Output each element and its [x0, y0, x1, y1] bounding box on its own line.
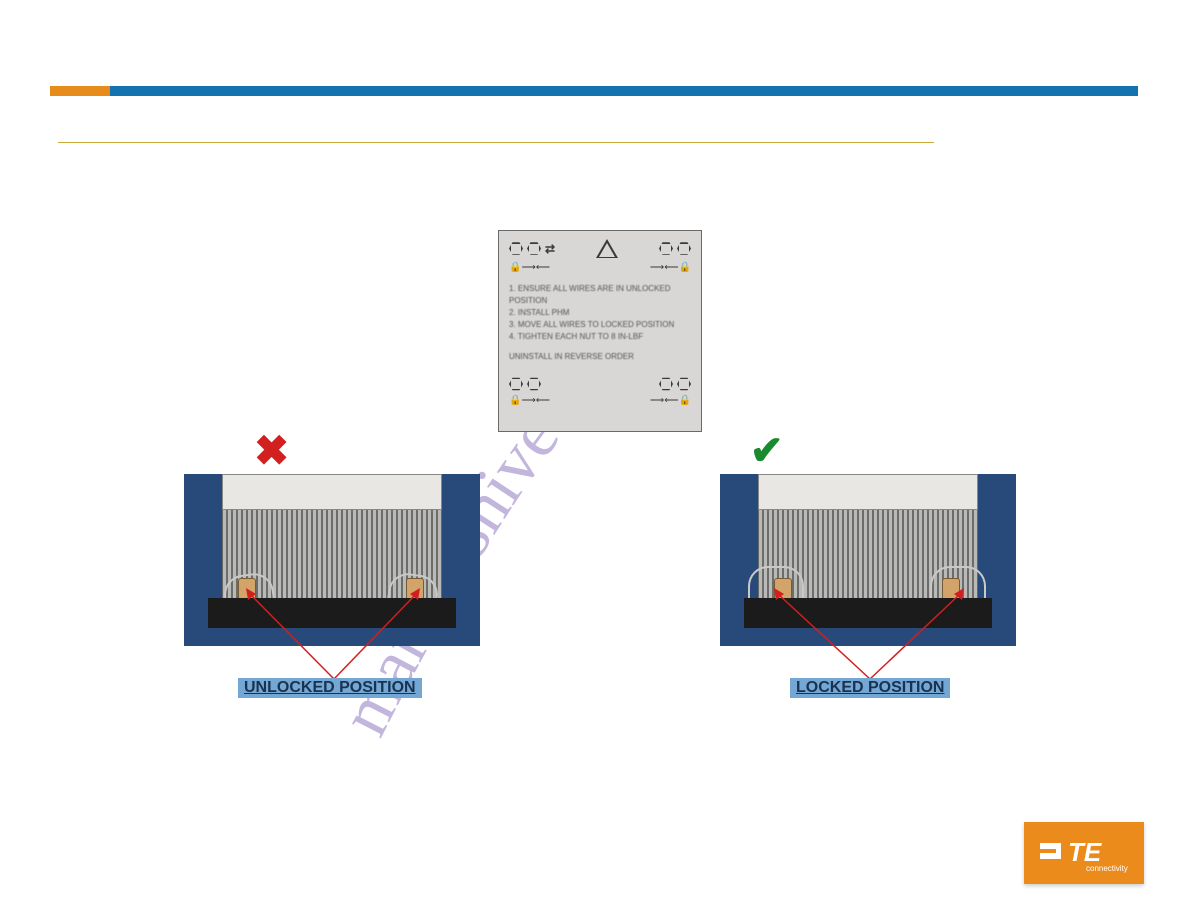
- label-top-row: ⇄: [509, 239, 691, 258]
- locked-heatsink-photo: [720, 474, 1016, 646]
- heatsink-top-plate: [758, 474, 978, 510]
- hex-nut-icon: [509, 242, 523, 256]
- lock-icon: 🔒⟶⟵: [509, 395, 550, 406]
- bottom-right-icons: [659, 377, 691, 391]
- heatsink-top-plate: [222, 474, 442, 510]
- top-bar-orange-segment: [50, 86, 110, 96]
- hex-nut-icon: [659, 377, 673, 391]
- instruction-text: 1. ENSURE ALL WIRES ARE IN UNLOCKED POSI…: [509, 283, 691, 363]
- instruction-line: 3. MOVE ALL WIRES TO LOCKED POSITION: [509, 319, 691, 331]
- label-bottom-row: [509, 377, 691, 391]
- lock-arrow-row-bottom: 🔒⟶⟵ ⟶⟵🔒: [509, 395, 691, 406]
- top-left-icons: ⇄: [509, 242, 554, 256]
- unlocked-heatsink-photo: [184, 474, 480, 646]
- lock-icon: ⟶⟵🔒: [650, 395, 691, 406]
- hex-nut-icon: [659, 242, 673, 256]
- correct-check-icon: ✔: [750, 428, 784, 474]
- instruction-line: 1. ENSURE ALL WIRES ARE IN UNLOCKED POSI…: [509, 283, 691, 307]
- instruction-line: UNINSTALL IN REVERSE ORDER: [509, 351, 691, 363]
- instruction-label-card: ⇄ 🔒⟶⟵ ⟶⟵🔒 1. ENSURE ALL WIRES ARE IN UNL…: [498, 230, 702, 432]
- lock-icon: 🔒⟶⟵: [509, 262, 550, 273]
- te-logo-text: TE: [1068, 837, 1102, 867]
- top-bar-blue-segment: [110, 86, 1138, 96]
- hex-nut-icon: [677, 242, 691, 256]
- hex-nut-icon: [509, 377, 523, 391]
- arrow-icon: ⇄: [545, 242, 554, 256]
- title-underline: [58, 142, 934, 143]
- te-logo-subtext: connectivity: [1086, 864, 1128, 873]
- unlocked-position-label: UNLOCKED POSITION: [238, 678, 422, 698]
- socket-base: [744, 598, 992, 628]
- bottom-left-icons: [509, 377, 541, 391]
- slide-container: manualshive.com ⇄ 🔒⟶⟵ ⟶⟵🔒 1. ENSURE ALL …: [0, 0, 1188, 918]
- instruction-line: 2. INSTALL PHM: [509, 307, 691, 319]
- incorrect-cross-icon: ✖: [254, 426, 289, 475]
- lock-icon: ⟶⟵🔒: [650, 262, 691, 273]
- lock-arrow-row: 🔒⟶⟵ ⟶⟵🔒: [509, 262, 691, 273]
- te-logo-svg: TE connectivity: [1034, 831, 1134, 875]
- locked-position-label: LOCKED POSITION: [790, 678, 950, 698]
- top-right-icons: [659, 242, 691, 256]
- top-accent-bar: [50, 86, 1138, 96]
- hex-nut-icon: [677, 377, 691, 391]
- hex-nut-icon: [527, 242, 541, 256]
- te-connectivity-logo: TE connectivity: [1024, 822, 1144, 884]
- warning-triangle-icon: [596, 239, 618, 258]
- hex-nut-icon: [527, 377, 541, 391]
- instruction-line: 4. TIGHTEN EACH NUT TO 8 IN-LBF: [509, 331, 691, 343]
- socket-base: [208, 598, 456, 628]
